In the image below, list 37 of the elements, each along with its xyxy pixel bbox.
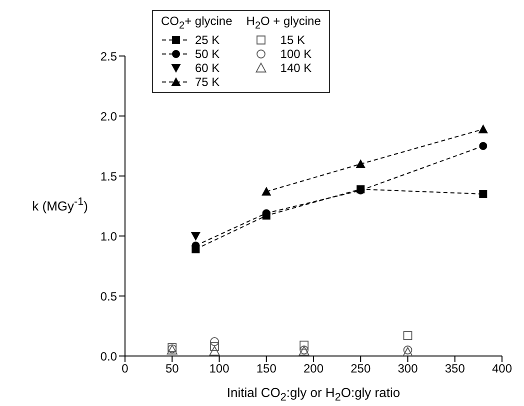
point bbox=[479, 190, 488, 198]
point bbox=[210, 337, 219, 346]
point bbox=[478, 124, 488, 134]
x-tick-label: 0 bbox=[122, 362, 129, 376]
legend-label: 100 K bbox=[280, 47, 312, 62]
y-axis-title: k (MGy$^{-1}$) bbox=[31, 196, 88, 214]
y-tick-label: 2.5 bbox=[100, 49, 118, 64]
legend-label: 75 K bbox=[195, 75, 220, 90]
x-tick-label: 150 bbox=[256, 362, 277, 376]
point bbox=[300, 340, 309, 350]
point bbox=[210, 342, 219, 351]
point bbox=[403, 331, 412, 340]
y-tick-label: 0.5 bbox=[100, 289, 118, 304]
x-axis-title: Initial CO$_{2}$:gly or H$_{2}$O:gly ratio bbox=[226, 385, 402, 404]
legend-label: 140 K bbox=[280, 61, 312, 76]
legend-label: 15 K bbox=[280, 33, 305, 48]
x-tick-label: 100 bbox=[209, 362, 230, 376]
x-tick-label: 350 bbox=[444, 362, 466, 376]
text: H$_{2}$O + glycine bbox=[246, 14, 321, 32]
legend-label: 50 K bbox=[195, 47, 220, 62]
point bbox=[190, 232, 200, 241]
x-tick-label: 300 bbox=[398, 362, 418, 376]
x-tick-label: 400 bbox=[492, 362, 512, 376]
point bbox=[209, 346, 220, 356]
point bbox=[356, 159, 366, 168]
y-tick-label: 1.0 bbox=[100, 229, 118, 244]
point bbox=[479, 142, 488, 150]
y-tick-label: 2.0 bbox=[100, 109, 118, 124]
legend-label: 25 K bbox=[195, 33, 220, 48]
x-tick-label: 250 bbox=[350, 362, 371, 376]
point bbox=[262, 186, 272, 196]
legend-label: 60 K bbox=[195, 61, 220, 76]
text: CO$_{2}$+ glycine bbox=[161, 14, 232, 32]
y-tick-label: 1.5 bbox=[100, 169, 118, 184]
y-tick-label: 0.0 bbox=[100, 349, 118, 364]
x-tick-label: 200 bbox=[303, 362, 324, 376]
x-tick-label: 50 bbox=[165, 362, 180, 376]
